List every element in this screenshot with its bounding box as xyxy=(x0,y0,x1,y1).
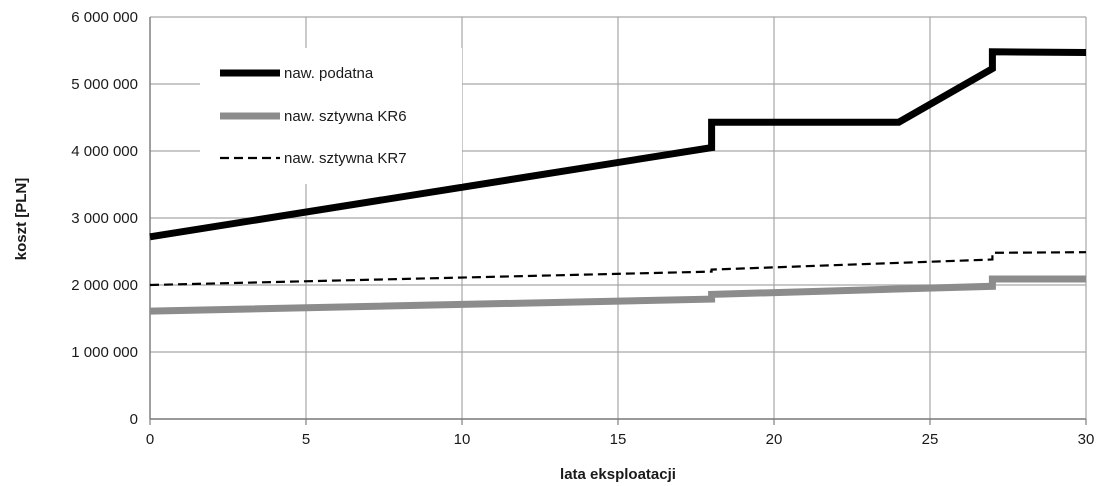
y-tick-label: 4 000 000 xyxy=(71,143,138,160)
legend-label-3: naw. sztywna KR7 xyxy=(284,150,407,167)
x-tick-label: 0 xyxy=(146,431,154,448)
y-tick-label: 6 000 000 xyxy=(71,9,138,26)
x-tick-label: 20 xyxy=(766,431,783,448)
legend-label-2: naw. sztywna KR6 xyxy=(284,108,407,125)
y-tick-label: 2 000 000 xyxy=(71,277,138,294)
y-axis-title: koszt [PLN] xyxy=(13,178,30,261)
legend: naw. podatna naw. sztywna KR6 naw. sztywna… xyxy=(200,48,462,184)
y-tick-label: 5 000 000 xyxy=(71,76,138,93)
x-tick-label: 25 xyxy=(922,431,939,448)
x-tick-label: 30 xyxy=(1078,431,1095,448)
series-line-2 xyxy=(149,275,1086,315)
y-tick-label: 1 000 000 xyxy=(71,344,138,361)
y-tick-label: 0 xyxy=(130,411,138,428)
legend-label-1: naw. podatna xyxy=(284,65,374,82)
x-tick-label: 10 xyxy=(454,431,471,448)
x-axis-title: lata eksploatacji xyxy=(560,466,676,483)
y-tick-label: 3 000 000 xyxy=(71,210,138,227)
axes: 0 1 000 000 2 000 000 3 000 000 4 000 000 5 0… xyxy=(71,9,1094,448)
x-tick-label: 15 xyxy=(610,431,627,448)
series-lines xyxy=(149,48,1087,315)
series-line-1 xyxy=(149,48,1087,241)
series-line-3 xyxy=(149,251,1087,287)
x-tick-label: 5 xyxy=(302,431,310,448)
